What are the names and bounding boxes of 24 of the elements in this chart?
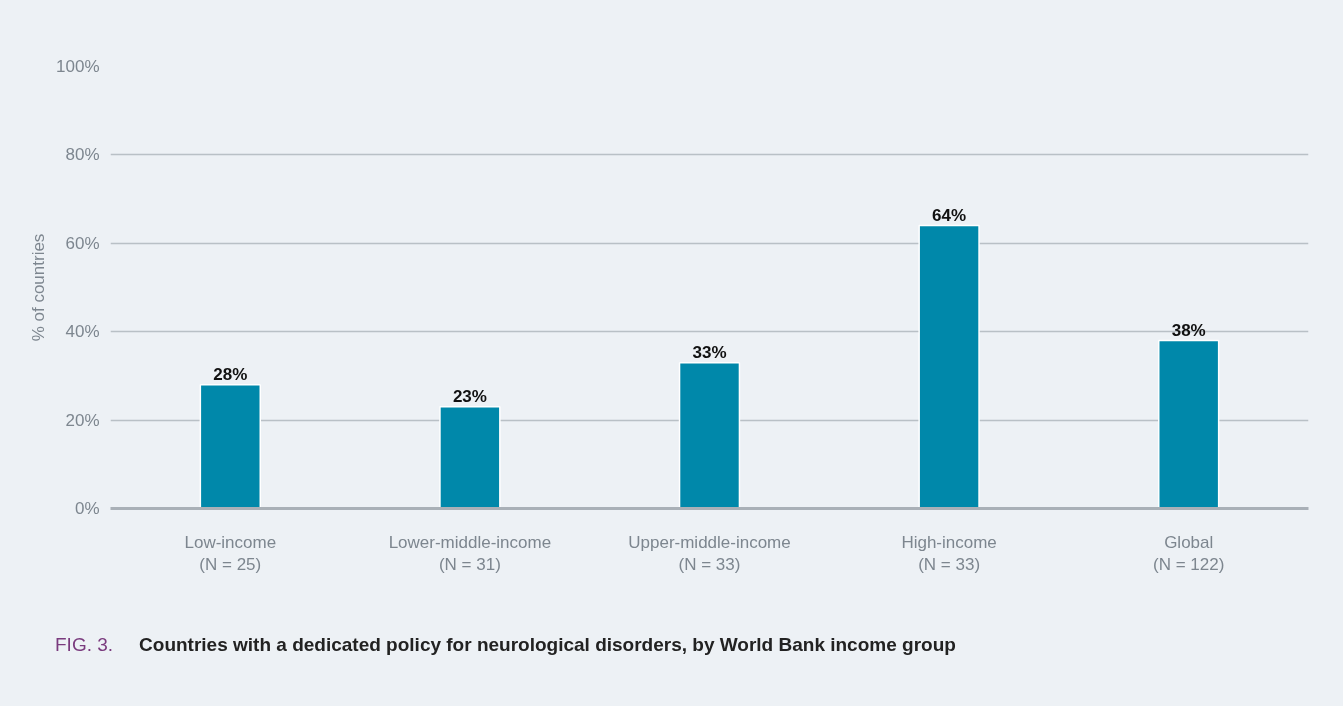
bar (439, 406, 501, 509)
y-tick-label: 0% (74, 499, 100, 518)
y-axis-title: % of countries (29, 233, 49, 342)
y-tick-label: 60% (65, 233, 100, 253)
y-tick-label: 40% (65, 322, 100, 342)
x-tick-label: Low-income (N = 25) (184, 532, 277, 575)
text: Countries with a dedicated policy for neurological disorders, by World Bank income group (139, 634, 956, 655)
data-label: 38% (1171, 320, 1206, 340)
data-label: 64% (932, 205, 967, 225)
bar (678, 361, 741, 509)
y-tick-label: 100% (56, 57, 100, 76)
x-tick-label: Upper-middle-income (N = 33) (628, 532, 791, 575)
bar (199, 383, 261, 509)
y-tick-label: 80% (65, 145, 100, 165)
x-tick-label: Lower-middle-income (N = 31) (388, 532, 552, 575)
data-label: 23% (452, 386, 487, 406)
bar (918, 224, 980, 509)
data-label: 28% (213, 364, 248, 384)
data-label: 33% (692, 342, 727, 362)
caption: FIG. 3. (55, 634, 114, 655)
x-tick-label: High-income (N = 33) (901, 532, 997, 575)
y-tick-label: 20% (65, 410, 100, 430)
x-tick-label: Global (N = 122) (1153, 532, 1225, 575)
bar (1158, 339, 1220, 509)
